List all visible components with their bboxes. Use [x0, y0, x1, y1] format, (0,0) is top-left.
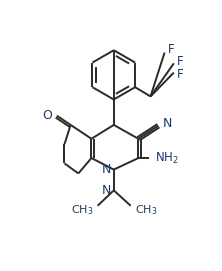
Text: F: F — [168, 43, 174, 56]
Text: NH$_2$: NH$_2$ — [155, 150, 179, 166]
Text: O: O — [42, 109, 52, 122]
Text: N: N — [163, 117, 172, 130]
Text: F: F — [177, 55, 184, 68]
Text: N: N — [102, 163, 111, 176]
Text: N: N — [102, 184, 111, 197]
Text: CH$_3$: CH$_3$ — [71, 203, 94, 217]
Text: F: F — [177, 67, 184, 80]
Text: CH$_3$: CH$_3$ — [135, 203, 157, 217]
